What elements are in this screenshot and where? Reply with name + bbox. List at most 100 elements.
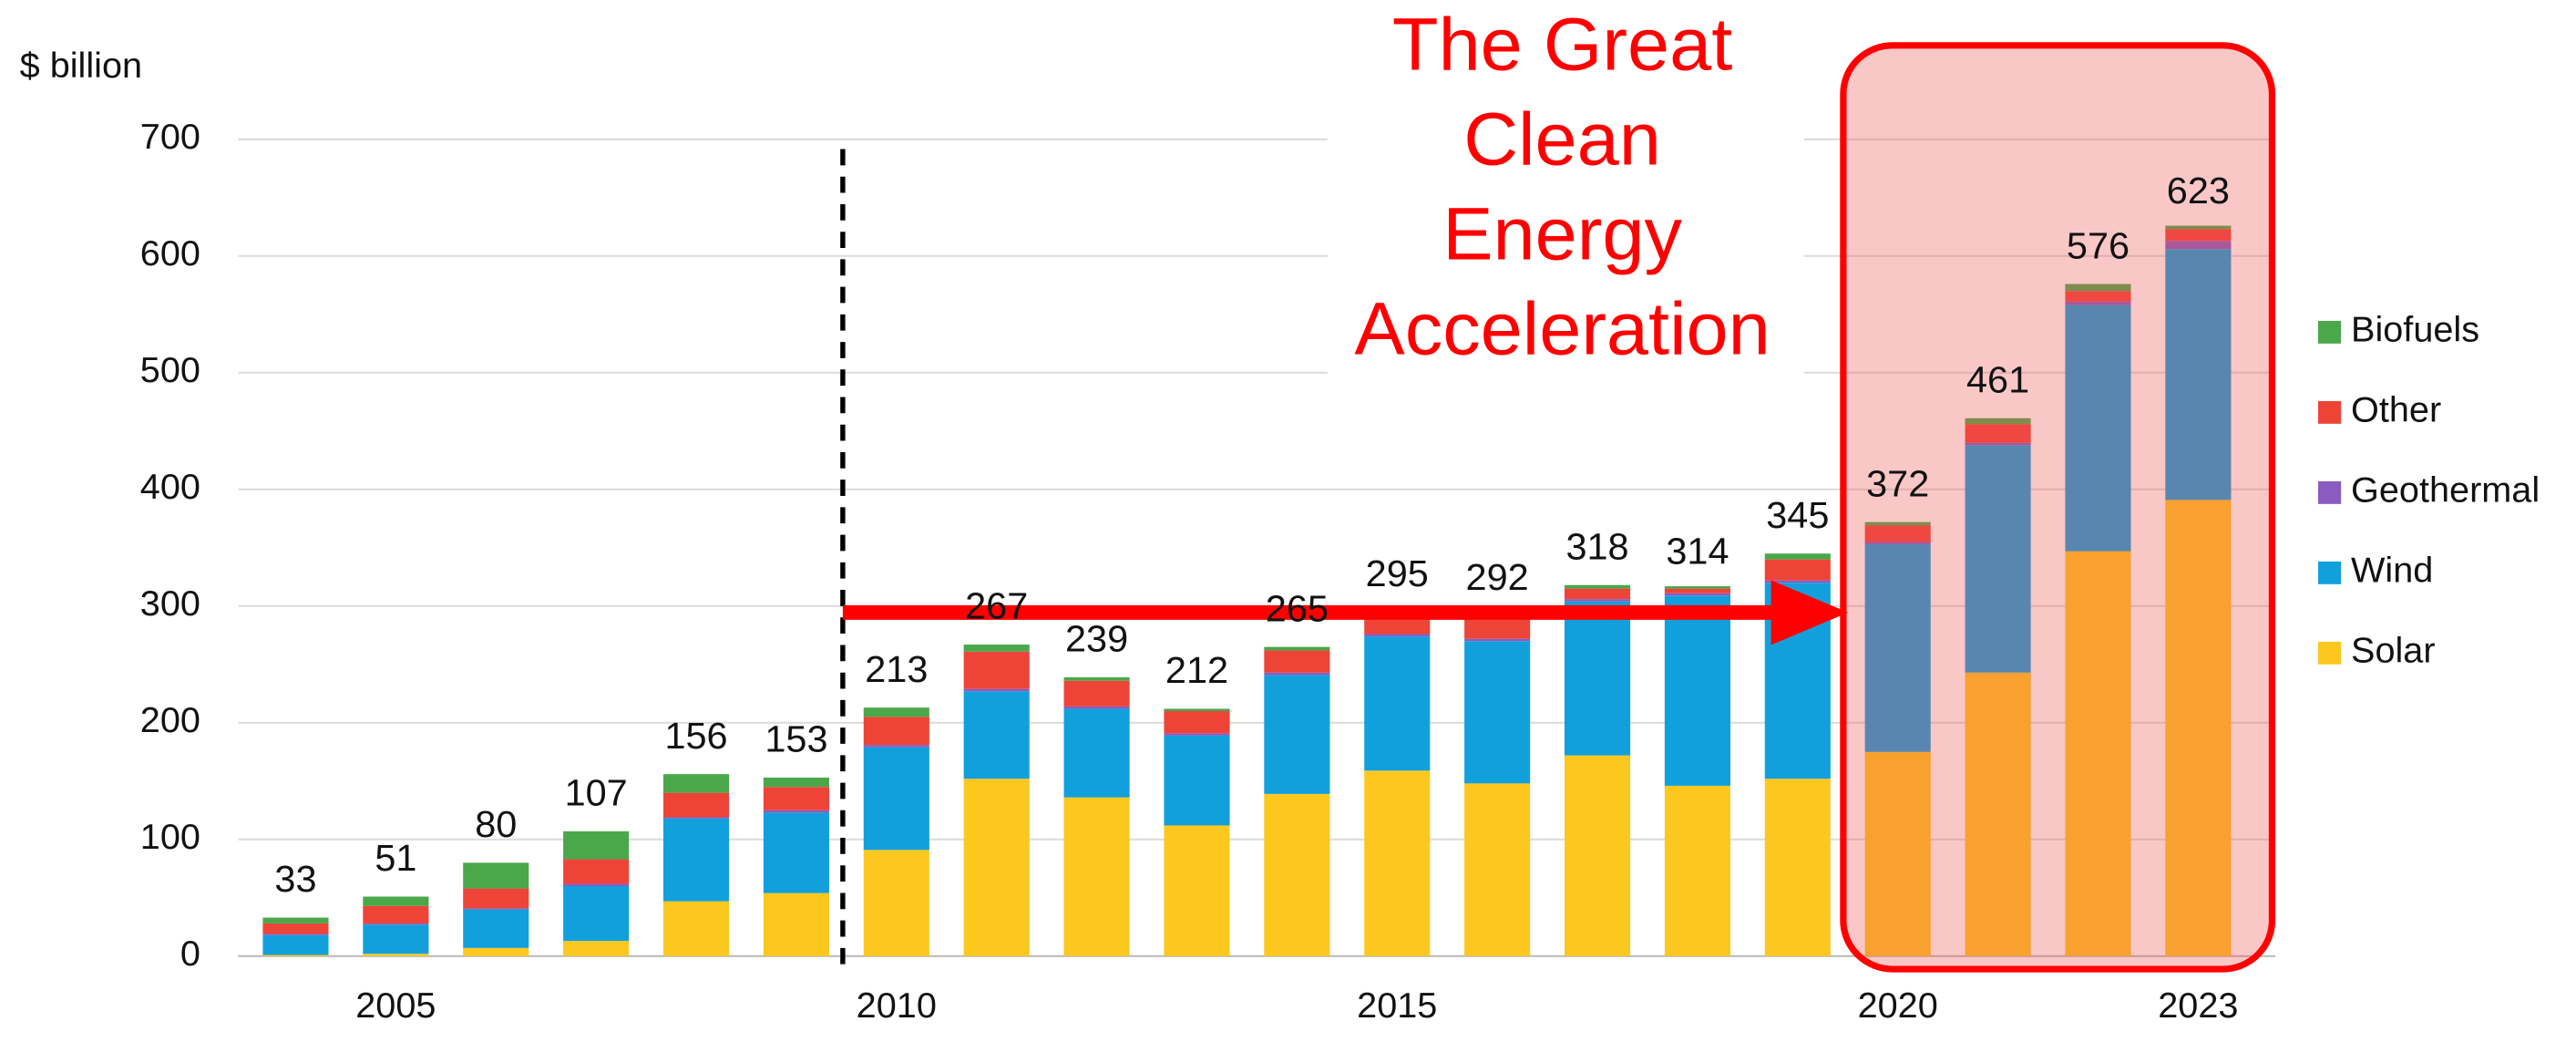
total-label: 33 — [274, 859, 316, 901]
bar-segment — [1364, 634, 1431, 637]
bar-segment — [463, 909, 529, 948]
bar-segment — [363, 923, 429, 925]
bar-segment — [2065, 291, 2131, 302]
bar-segment — [1864, 542, 1931, 544]
bar-segment — [1364, 636, 1431, 771]
total-label: 51 — [375, 837, 416, 879]
y-axis-label: $ billion — [20, 46, 142, 86]
total-label: 345 — [1766, 494, 1829, 536]
bar-segment — [1464, 617, 1531, 639]
bar-segment — [863, 850, 929, 956]
y-tick-label: 700 — [140, 117, 200, 157]
bar-segment — [1864, 525, 1931, 542]
bar-segment — [1063, 708, 1130, 798]
bar-segment — [463, 888, 529, 909]
bar-segment — [363, 896, 429, 906]
bar-segment — [1063, 676, 1130, 681]
bar-segment — [1864, 751, 1931, 956]
total-label: 107 — [565, 772, 628, 814]
x-tick-label: 2020 — [1858, 985, 1938, 1026]
bar-segment — [963, 651, 1030, 689]
bar-segment — [1464, 638, 1531, 642]
bar-segment — [1864, 521, 1931, 526]
bar-segment — [262, 923, 329, 934]
bar-segment — [1965, 424, 2031, 443]
bars — [262, 225, 2232, 956]
bar-segment — [1164, 735, 1230, 826]
annotation-line: Clean — [1463, 98, 1661, 181]
bar-segment — [1164, 733, 1230, 736]
y-tick-label: 100 — [140, 817, 200, 857]
bar-segment — [563, 859, 630, 884]
legend-swatch — [2317, 561, 2342, 584]
bar-segment — [1965, 418, 2031, 425]
legend-label: Geothermal — [2351, 470, 2540, 511]
bar-segment — [1564, 755, 1631, 956]
y-tick-label: 300 — [140, 583, 200, 624]
bar-segment — [463, 908, 529, 910]
total-label: 156 — [664, 715, 727, 757]
bar-segment — [2165, 229, 2232, 242]
total-label: 239 — [1065, 618, 1128, 660]
bar-segment — [1164, 708, 1230, 712]
legend-swatch — [2317, 400, 2342, 424]
bar-segment — [2065, 304, 2131, 552]
bar-segment — [1764, 553, 1831, 560]
bar-segment — [1364, 770, 1431, 956]
bar-segment — [1764, 779, 1831, 956]
total-label: 292 — [1466, 556, 1529, 598]
bar-segment — [963, 691, 1030, 779]
bar-segment — [1264, 650, 1330, 673]
title-backdrop — [1327, 0, 1804, 377]
bar-segment — [1664, 588, 1730, 593]
total-label: 267 — [965, 585, 1028, 627]
legend-label: Solar — [2351, 631, 2436, 671]
x-tick-label: 2010 — [857, 985, 937, 1026]
bar-segment — [1464, 641, 1531, 784]
bar-segment — [363, 924, 429, 954]
bar-segment — [363, 905, 429, 923]
total-label: 461 — [1966, 359, 2029, 401]
bar-segment — [1764, 580, 1831, 583]
bar-segment — [363, 954, 429, 956]
legend-label: Wind — [2351, 551, 2433, 591]
bar-segment — [1063, 797, 1130, 956]
bar-segment — [1464, 783, 1531, 956]
y-tick-label: 0 — [180, 934, 200, 974]
bar-segment — [763, 892, 829, 956]
labels: 0 100 200 300 400 500 600 700 33 51 2005 80 107 156 15… — [140, 117, 2239, 1025]
legend-swatch — [2317, 480, 2342, 504]
bar-segment — [1864, 543, 1931, 752]
bar-segment — [1764, 559, 1831, 581]
y-tick-label: 600 — [140, 233, 200, 273]
bar-segment — [963, 688, 1030, 692]
bar-segment — [963, 645, 1030, 652]
bar-segment — [1164, 825, 1230, 956]
bar-segment — [1965, 445, 2031, 673]
bar-segment — [563, 941, 630, 956]
total-label: 318 — [1565, 526, 1628, 568]
bar-segment — [1664, 595, 1730, 786]
y-tick-label: 200 — [140, 700, 200, 740]
bar-segment — [1164, 711, 1230, 734]
bar-segment — [763, 812, 829, 893]
bar-segment — [1264, 675, 1330, 794]
bar-segment — [1965, 672, 2031, 956]
total-label: 213 — [865, 648, 928, 690]
x-tick-label: 2015 — [1357, 985, 1437, 1026]
bar-segment — [2065, 551, 2131, 956]
bar-segment — [763, 810, 829, 813]
bar-segment — [662, 818, 730, 902]
bar-segment — [1264, 672, 1330, 676]
bar-segment — [2165, 241, 2232, 250]
legend-swatch — [2317, 320, 2342, 344]
bar-segment — [463, 862, 529, 889]
arrow — [842, 580, 1849, 645]
bar-segment — [1564, 588, 1631, 600]
total-label: 265 — [1266, 588, 1329, 630]
bar-segment — [2165, 225, 2232, 230]
bar-segment — [662, 774, 730, 793]
bar-segment — [1063, 706, 1130, 709]
bar-segment — [1664, 785, 1730, 956]
